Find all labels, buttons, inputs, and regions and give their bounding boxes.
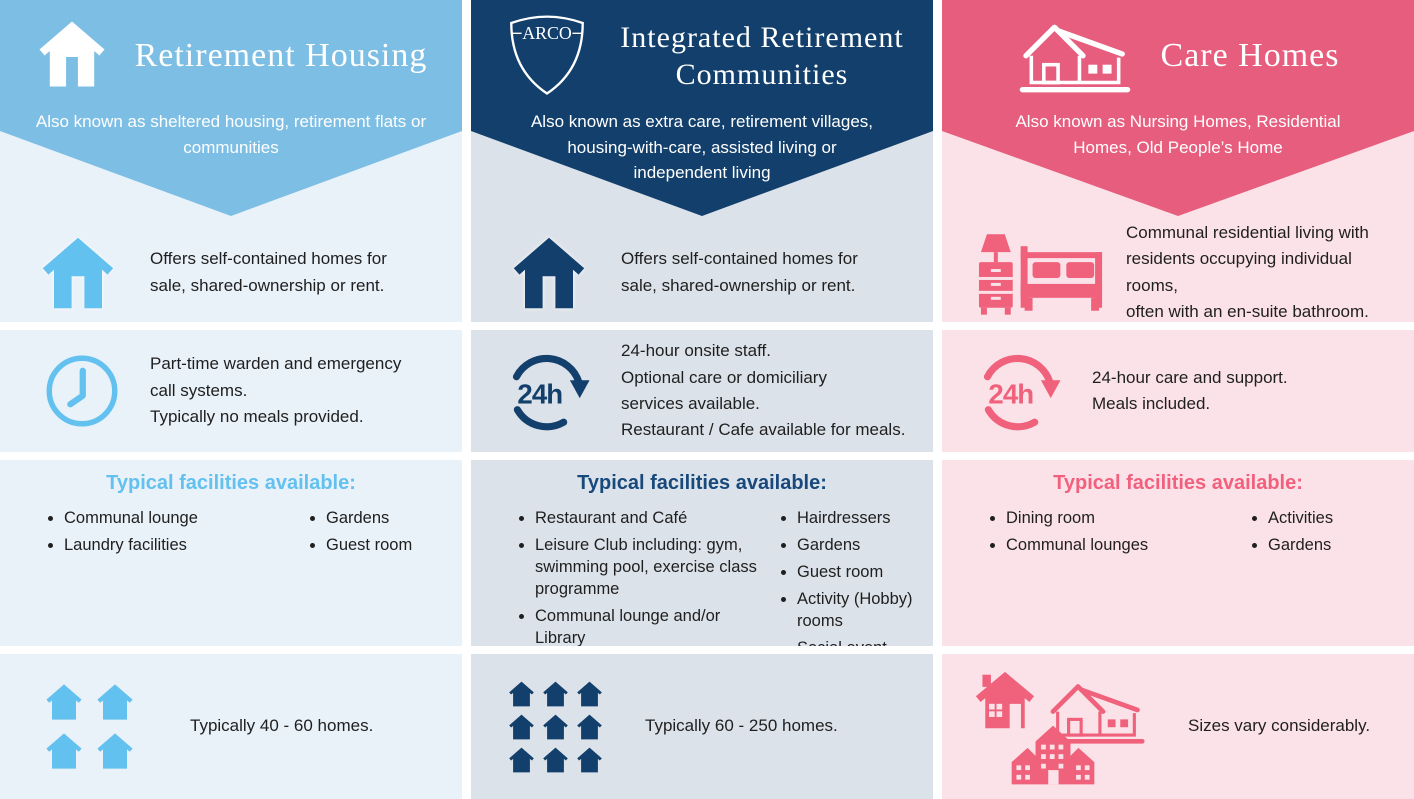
services-text: 24-hour care and support. Meals included… (1092, 367, 1288, 413)
homes-text: Offers self-contained homes for sale, sh… (150, 249, 387, 295)
small-house-icon (972, 670, 1038, 737)
facility-item: Guest room (326, 535, 448, 557)
facilities-heading: Typical facilities available: (577, 472, 827, 494)
facility-item: Gardens (1268, 535, 1400, 557)
size-text: Sizes vary considerably. (1188, 716, 1371, 736)
facilities-row: Typical facilities available: Restaurant… (471, 460, 933, 646)
size-row: Sizes vary considerably. (942, 654, 1414, 799)
size-row: Typically 40 - 60 homes. (0, 654, 462, 799)
facilities-list-left: Communal lounge Laundry facilities (46, 508, 298, 562)
houses-grid-3x3-icon (501, 680, 609, 774)
homes-text: Communal residential living with residen… (1126, 222, 1369, 321)
24h-label: 24h (517, 378, 562, 409)
24h-icon: 24h (501, 346, 605, 436)
services-text: Part-time warden and emergency call syst… (150, 354, 402, 427)
house-icon (501, 233, 597, 313)
24h-icon: 24h (972, 346, 1076, 436)
apartment-building-icon (994, 724, 1112, 791)
facility-item: Social event programme (797, 638, 919, 646)
facilities-list-left: Restaurant and Café Leisure Club includi… (517, 508, 769, 646)
services-row: 24h 24-hour care and support. Meals incl… (942, 330, 1414, 452)
buildings-cluster-icon (972, 666, 1164, 788)
facilities-list-right: Gardens Guest room (308, 508, 448, 562)
bed-and-nightstand-icon (972, 228, 1112, 318)
facility-item: Activities (1268, 508, 1400, 530)
services-row: Part-time warden and emergency call syst… (0, 330, 462, 452)
also-known-as: Also known as sheltered housing, retirem… (35, 112, 427, 157)
facilities-list-right: Activities Gardens (1250, 508, 1400, 562)
facilities-list-left: Dining room Communal lounges (988, 508, 1240, 562)
facility-item: Communal lounge and/or Library (535, 606, 769, 646)
column-retirement-housing: Retirement Housing Also known as shelter… (0, 0, 462, 799)
facility-item: Gardens (326, 508, 448, 530)
house-icon (35, 17, 109, 96)
column-title: Retirement Housing (134, 36, 428, 74)
homes-text: Offers self-contained homes for sale, sh… (621, 249, 858, 295)
facilities-row: Typical facilities available: Communal l… (0, 460, 462, 646)
facility-item: Dining room (1006, 508, 1240, 530)
services-text: 24-hour onsite staff. Optional care or d… (621, 341, 906, 440)
facility-item: Communal lounges (1006, 535, 1240, 557)
also-known-as: Also known as extra care, retirement vil… (530, 112, 874, 182)
facility-item: Leisure Club including: gym, swimming po… (535, 535, 769, 601)
facility-item: Guest room (797, 562, 919, 584)
24h-label: 24h (988, 378, 1033, 409)
size-text: Typically 60 - 250 homes. (645, 716, 838, 736)
homes-row: Communal residential living with residen… (942, 131, 1414, 322)
facilities-row: Typical facilities available: Dining roo… (942, 460, 1414, 646)
size-text: Typically 40 - 60 homes. (190, 716, 374, 736)
facilities-heading: Typical facilities available: (106, 472, 356, 494)
services-row: 24h 24-hour onsite staff. Optional care … (471, 330, 933, 452)
clock-icon (30, 352, 134, 430)
column-title: Care Homes (1160, 36, 1340, 74)
facilities-heading: Typical facilities available: (1053, 472, 1303, 494)
houses-grid-2x2-icon (30, 682, 148, 771)
size-row: Typically 60 - 250 homes. (471, 654, 933, 799)
facility-item: Laundry facilities (64, 535, 298, 557)
facilities-list-right: Hairdressers Gardens Guest room Activity… (779, 508, 919, 646)
arco-shield-logo: ARCO (500, 10, 594, 103)
house-icon (30, 233, 126, 313)
facility-item: Activity (Hobby) rooms (797, 589, 919, 633)
facility-item: Gardens (797, 535, 919, 557)
facility-item: Communal lounge (64, 508, 298, 530)
arco-logo-text: ARCO (522, 22, 572, 42)
column-integrated-retirement-communities: ARCO Integrated Retirement Communities A… (471, 0, 933, 799)
facility-item: Restaurant and Café (535, 508, 769, 530)
bungalow-icon (1016, 13, 1134, 100)
column-care-homes: Care Homes Also known as Nursing Homes, … (942, 0, 1414, 799)
column-title: Integrated Retirement Communities (620, 20, 904, 92)
facility-item: Hairdressers (797, 508, 919, 530)
also-known-as: Also known as Nursing Homes, Residential… (1015, 112, 1341, 157)
